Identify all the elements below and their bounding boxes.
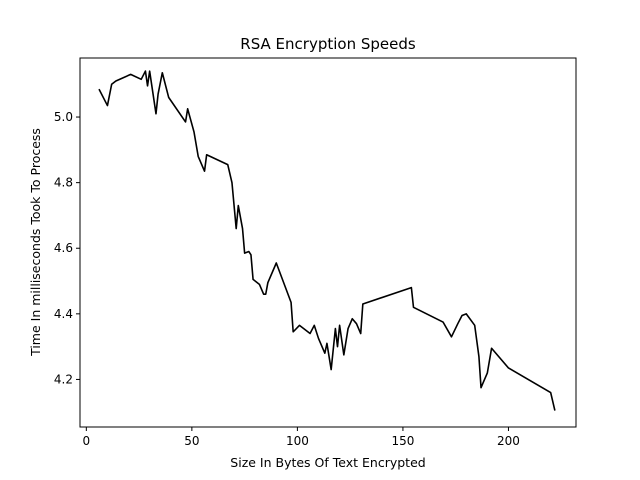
x-tick-label: 150 — [391, 434, 414, 448]
x-axis-label: Size In Bytes Of Text Encrypted — [230, 455, 425, 470]
x-tick-label: 100 — [286, 434, 309, 448]
plot-data — [98, 70, 556, 411]
y-tick-label: 4.2 — [54, 372, 73, 386]
x-tick-label: 0 — [83, 434, 91, 448]
axis-ticks: 0 50 100 150 200 4.2 4.4 4.6 4.8 5.0 — [54, 110, 520, 448]
y-tick-label: 4.6 — [54, 241, 73, 255]
y-tick-label: 4.8 — [54, 176, 73, 190]
y-tick-label: 4.4 — [54, 307, 73, 321]
y-axis-label: Time In milliseconds Took To Process — [28, 128, 43, 357]
chart-title: RSA Encryption Speeds — [240, 35, 416, 53]
plot-frame — [79, 57, 577, 428]
x-tick-label: 200 — [497, 434, 520, 448]
y-tick-label: 5.0 — [54, 110, 73, 124]
series-line — [98, 70, 556, 411]
x-tick-label: 50 — [184, 434, 199, 448]
